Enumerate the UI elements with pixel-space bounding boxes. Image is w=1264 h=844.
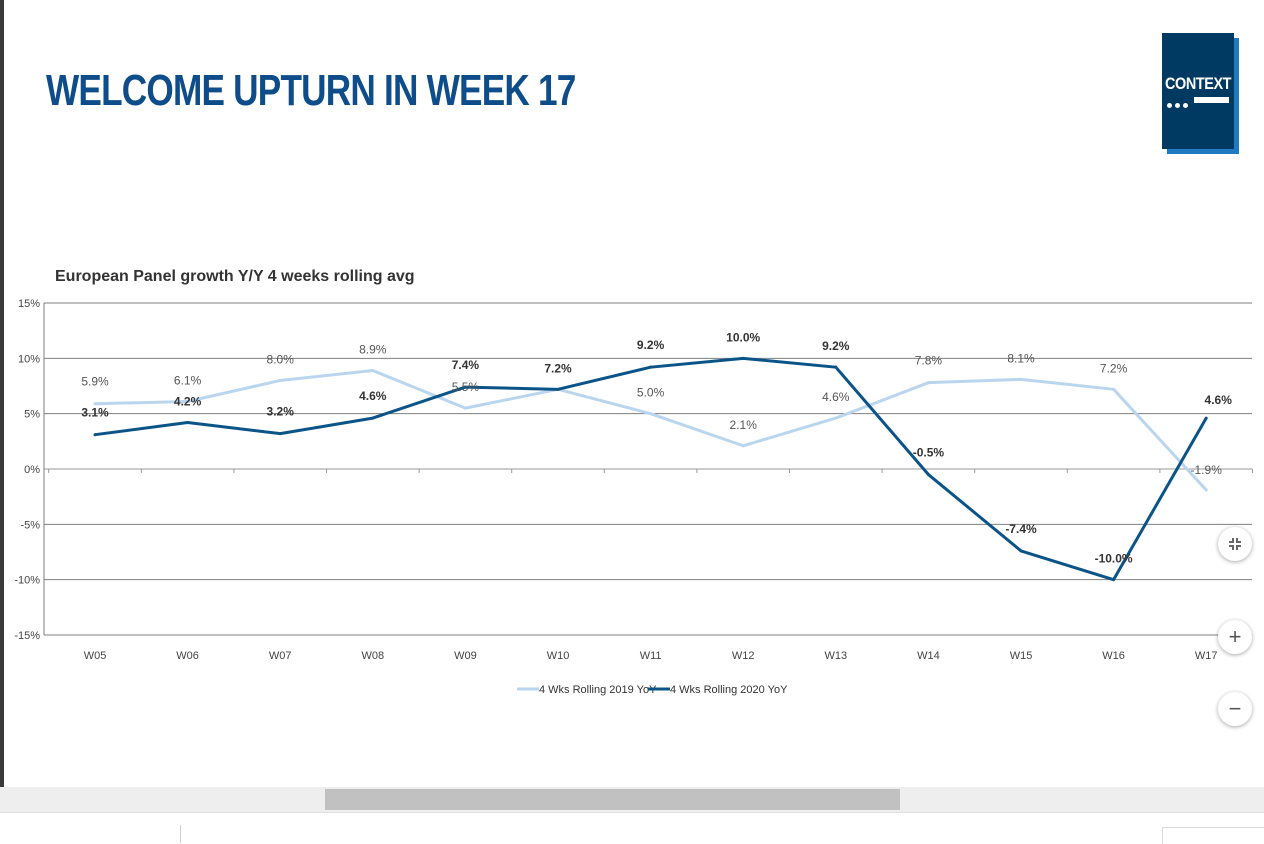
y-tick-label: -5% <box>20 519 40 531</box>
data-label: 4.2% <box>174 395 202 409</box>
data-point <box>93 433 97 437</box>
data-label: 7.2% <box>544 361 572 375</box>
data-label: 4.6% <box>359 389 387 403</box>
y-tick-label: 10% <box>18 353 40 365</box>
y-tick-label: 0% <box>24 464 40 476</box>
data-label: 10.0% <box>726 330 760 344</box>
data-label: 7.4% <box>452 358 480 372</box>
data-label: 2.1% <box>730 418 758 432</box>
plus-icon: + <box>1228 624 1242 649</box>
left-border <box>0 0 4 787</box>
data-point <box>556 387 560 391</box>
data-point <box>1204 488 1208 492</box>
y-tick-label: 5% <box>24 409 40 421</box>
data-label: 5.9% <box>81 375 109 389</box>
logo-bar <box>1194 97 1229 103</box>
data-point <box>649 412 653 416</box>
bottom-toolbar <box>0 812 1264 844</box>
data-point <box>186 421 190 425</box>
x-tick-label: W08 <box>361 650 384 662</box>
x-tick-label: W17 <box>1195 650 1218 662</box>
logo-dots <box>1167 97 1191 115</box>
data-label: -7.4% <box>1005 522 1037 536</box>
data-point <box>463 385 467 389</box>
legend-label: 4 Wks Rolling 2019 YoY <box>539 684 657 696</box>
fit-screen-button[interactable] <box>1218 527 1252 561</box>
data-label: 3.1% <box>81 406 109 420</box>
horizontal-scrollbar[interactable] <box>0 787 1264 812</box>
context-logo: CONTEXT <box>1162 33 1234 149</box>
x-tick-label: W05 <box>84 650 107 662</box>
zoom-out-button[interactable]: − <box>1218 692 1252 726</box>
data-point <box>1019 377 1023 381</box>
scrollbar-thumb[interactable] <box>325 789 900 810</box>
y-tick-label: 15% <box>18 298 40 310</box>
data-label: -0.5% <box>913 446 945 460</box>
page-title: WELCOME UPTURN IN WEEK 17 <box>46 66 576 115</box>
x-tick-label: W06 <box>176 650 199 662</box>
data-label: 8.0% <box>267 352 295 366</box>
data-point <box>1019 549 1023 553</box>
data-point <box>278 378 282 382</box>
x-tick-label: W10 <box>547 650 570 662</box>
data-label: 7.2% <box>1100 361 1128 375</box>
data-label: 5.5% <box>452 380 480 394</box>
data-label: -1.9% <box>1191 463 1223 477</box>
data-point <box>371 416 375 420</box>
data-point <box>463 406 467 410</box>
data-point <box>926 473 930 477</box>
chart-legend: 4 Wks Rolling 2019 YoY 4 Wks Rolling 2020… <box>517 684 788 696</box>
chart-title: European Panel growth Y/Y 4 weeks rollin… <box>55 268 415 285</box>
chart-series <box>93 356 1208 582</box>
compress-icon <box>1229 538 1241 550</box>
data-point <box>278 432 282 436</box>
data-label: 9.2% <box>822 339 850 353</box>
y-axis-ticks: 15% 10% 5% 0% -5% -10% -15% <box>14 298 40 642</box>
toolbar-divider <box>180 825 181 843</box>
x-tick-label: W11 <box>640 650 662 662</box>
x-tick-label: W13 <box>824 650 847 662</box>
y-tick-label: -15% <box>14 630 40 642</box>
data-labels: 5.9% 6.1% 8.0% 8.9% 5.5% 5.0% 2.1% 4.6% 7.8% 8.1%… <box>81 330 1232 565</box>
data-point <box>93 402 97 406</box>
y-tick-label: -10% <box>14 575 40 587</box>
x-tick-label: W09 <box>454 650 477 662</box>
data-label: 5.0% <box>637 386 665 400</box>
x-tick-label: W15 <box>1010 650 1033 662</box>
legend-label: 4 Wks Rolling 2020 YoY <box>670 684 788 696</box>
data-point <box>741 444 745 448</box>
data-point <box>834 416 838 420</box>
data-point <box>371 369 375 373</box>
data-label: 8.9% <box>359 343 387 357</box>
data-label: 7.8% <box>915 354 943 368</box>
logo-text: CONTEXT <box>1165 74 1232 93</box>
x-axis-ticks: W05 W06 W07 W08 W09 W10 W11 W12 W13 W14 W15 W16 W17 <box>84 650 1218 662</box>
data-point <box>741 356 745 360</box>
zoom-in-button[interactable]: + <box>1218 620 1252 654</box>
line-chart: European Panel growth Y/Y 4 weeks rollin… <box>14 268 1253 696</box>
chart-gridlines <box>43 302 1253 636</box>
minus-icon: − <box>1228 696 1242 721</box>
data-label: 6.1% <box>174 373 202 387</box>
data-point <box>834 365 838 369</box>
data-point <box>186 399 190 403</box>
data-point <box>1112 578 1116 582</box>
data-point <box>926 381 930 385</box>
data-label: 9.2% <box>637 338 665 352</box>
x-tick-label: W16 <box>1102 650 1125 662</box>
data-point <box>1204 416 1208 420</box>
x-tick-label: W12 <box>732 650 755 662</box>
data-label: 8.1% <box>1007 351 1035 365</box>
data-label: 4.6% <box>1205 393 1233 407</box>
data-point <box>1112 387 1116 391</box>
data-label: 3.2% <box>267 405 295 419</box>
data-point <box>649 365 653 369</box>
x-tick-label: W07 <box>269 650 292 662</box>
data-label: 4.6% <box>822 390 850 404</box>
page-indicator-box <box>1162 827 1264 844</box>
data-label: -10.0% <box>1095 552 1133 566</box>
x-tick-label: W14 <box>917 650 940 662</box>
